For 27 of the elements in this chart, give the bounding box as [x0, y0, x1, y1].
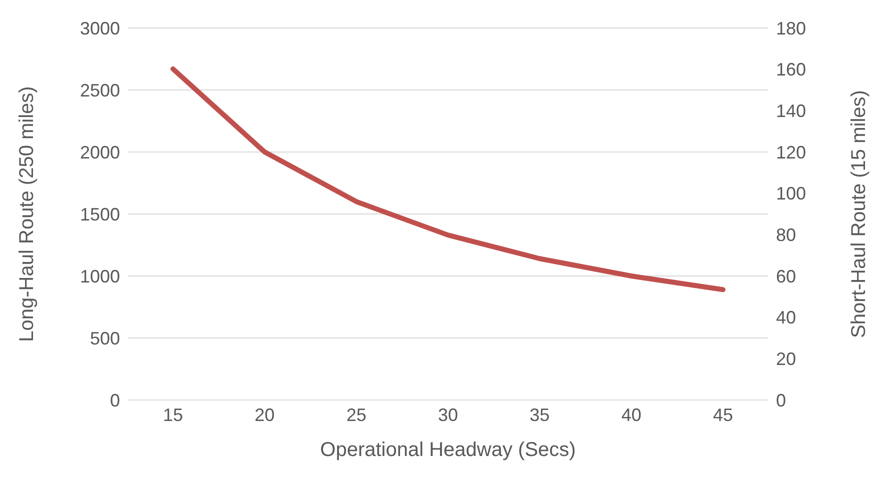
- y2-tick-label: 180: [776, 18, 806, 38]
- x-tick-label: 20: [254, 404, 275, 425]
- x-tick-label: 30: [438, 404, 458, 425]
- y2-tick-label: 60: [776, 266, 796, 286]
- y2-tick-label: 100: [776, 184, 806, 204]
- y-tick-label: 2000: [80, 142, 120, 162]
- y-tick-label: 1500: [80, 204, 120, 224]
- y2-tick-label: 80: [776, 225, 796, 246]
- y-axis-title: Long-Haul Route (250 miles): [16, 86, 38, 342]
- x-tick-label: 25: [346, 404, 366, 425]
- x-tick-label: 40: [621, 404, 642, 425]
- y-tick-label: 1000: [80, 266, 120, 286]
- y-tick-label: 500: [90, 328, 120, 348]
- y2-tick-label: 20: [776, 349, 796, 370]
- y2-tick-label: 40: [776, 308, 796, 328]
- y2-tick-label: 160: [776, 60, 806, 80]
- y2-tick-label: 0: [776, 390, 786, 410]
- x-tick-label: 15: [162, 404, 184, 425]
- y2-axis-title: Short-Haul Route (15 miles): [848, 90, 870, 338]
- y-tick-label: 2500: [80, 80, 120, 100]
- x-tick-label: 35: [530, 404, 550, 425]
- y-tick-label: 0: [110, 390, 120, 410]
- y2-tick-label: 120: [776, 142, 806, 162]
- x-axis-title: Operational Headway (Secs): [320, 439, 576, 461]
- y-tick-label: 3000: [80, 18, 120, 38]
- x-tick-label: 45: [712, 404, 734, 425]
- y2-tick-label: 140: [776, 101, 806, 122]
